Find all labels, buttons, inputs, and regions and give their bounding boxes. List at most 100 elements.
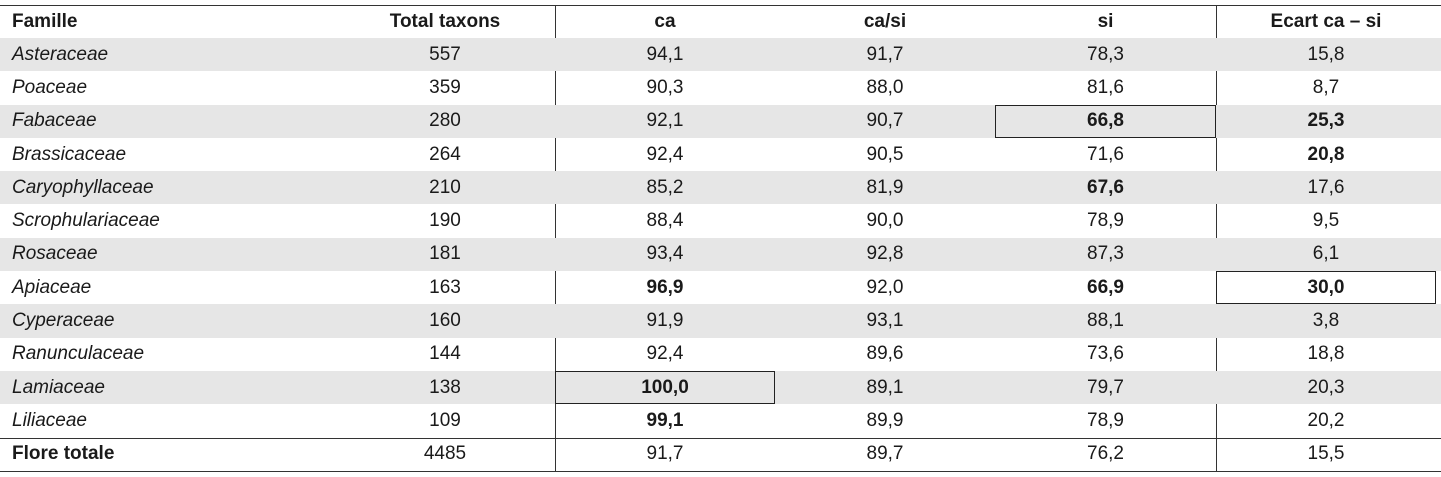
family-cell: Liliaceae [12, 409, 87, 431]
total-taxons-cell: 181 [429, 243, 461, 265]
total-taxons-cell: Total taxons [389, 10, 501, 32]
family-cell: Scrophulariaceae [12, 210, 160, 232]
ca-cell: 91,7 [646, 443, 684, 465]
family-cell: Poaceae [12, 76, 88, 98]
table-row: Liliaceae 109 99,1 89,9 78,9 20,2 [0, 404, 1441, 437]
total-taxons-cell: 359 [429, 76, 461, 98]
ecart-cell: 20,3 [1307, 376, 1345, 398]
ca-si-cell: 92,8 [866, 243, 904, 265]
si-cell: 71,6 [1087, 143, 1124, 165]
ca-si-cell: 90,5 [866, 143, 904, 165]
si-cell: 73,6 [1087, 343, 1124, 365]
ca-cell: ca [654, 10, 676, 32]
ca-si-cell: 90,0 [866, 210, 904, 232]
ca-cell: 92,4 [646, 343, 684, 365]
ecart-cell: 6,1 [1312, 243, 1340, 265]
total-taxons-cell: 264 [429, 143, 461, 165]
family-cell: Famille [12, 10, 78, 32]
bottom-rule [0, 471, 1441, 472]
ca-cell: 93,4 [646, 243, 684, 265]
family-cell: Rosaceae [12, 243, 98, 265]
si-cell: 76,2 [1087, 443, 1124, 465]
table-row: Lamiaceae 138 100,0 89,1 79,7 20,3 [0, 371, 1441, 405]
si-cell: 87,3 [1087, 243, 1124, 265]
total-taxons-cell: 160 [429, 310, 461, 332]
family-cell: Apiaceae [12, 276, 92, 298]
ecart-cell: Ecart ca – si [1270, 10, 1382, 32]
si-cell: si [1097, 10, 1114, 32]
family-cell: Fabaceae [12, 110, 97, 132]
table-row: Poaceae 359 90,3 88,0 81,6 8,7 [0, 71, 1441, 104]
table-row: Brassicaceae 264 92,4 90,5 71,6 20,8 [0, 138, 1441, 171]
ca-si-cell: 91,7 [866, 43, 904, 65]
ca-cell: 99,1 [646, 409, 684, 431]
table-row: Caryophyllaceae 210 85,2 81,9 67,6 17,6 [0, 171, 1441, 205]
ecart-cell: 18,8 [1307, 343, 1345, 365]
table-row: Rosaceae 181 93,4 92,8 87,3 6,1 [0, 237, 1441, 272]
total-taxons-cell: 557 [429, 43, 461, 65]
si-cell: 66,9 [1087, 276, 1124, 298]
family-cell: Cyperaceae [12, 310, 115, 332]
si-cell: 66,8 [995, 104, 1216, 138]
table-row: Fabaceae 280 92,1 90,7 66,8 25,3 [0, 104, 1441, 138]
table-row: Apiaceae 163 96,9 92,0 66,9 30,0 [0, 271, 1441, 305]
si-cell: 79,7 [1087, 376, 1124, 398]
ca-cell: 85,2 [646, 176, 684, 198]
total-taxons-cell: 190 [429, 210, 461, 232]
ecart-cell: 9,5 [1312, 210, 1340, 232]
ecart-cell: 25,3 [1307, 110, 1345, 132]
ca-cell: 96,9 [646, 276, 684, 298]
total-taxons-cell: 4485 [423, 443, 467, 465]
total-rule [0, 438, 1441, 439]
ca-si-cell: 93,1 [866, 310, 904, 332]
si-cell: 78,9 [1087, 210, 1124, 232]
ca-si-cell: 81,9 [866, 176, 904, 198]
ca-cell: 91,9 [646, 310, 684, 332]
si-cell: 78,9 [1087, 409, 1124, 431]
si-cell: 67,6 [1087, 176, 1124, 198]
ca-cell: 92,4 [646, 143, 684, 165]
ca-cell: 100,0 [555, 371, 775, 405]
ca-si-cell: 89,7 [866, 443, 904, 465]
ca-cell: 88,4 [646, 210, 684, 232]
ca-cell: 92,1 [646, 110, 684, 132]
ecart-cell: 3,8 [1312, 310, 1340, 332]
si-cell: 88,1 [1087, 310, 1124, 332]
family-cell: Lamiaceae [12, 376, 105, 398]
family-cell: Flore totale [12, 443, 115, 465]
table-row: Scrophulariaceae 190 88,4 90,0 78,9 9,5 [0, 205, 1441, 238]
ca-si-cell: 88,0 [866, 76, 904, 98]
ca-si-cell: 92,0 [866, 276, 904, 298]
ecart-cell: 30,0 [1216, 271, 1436, 305]
total-taxons-cell: 280 [429, 110, 461, 132]
ca-si-cell: 89,1 [866, 376, 904, 398]
ecart-cell: 20,2 [1307, 409, 1345, 431]
ecart-cell: 8,7 [1312, 76, 1340, 98]
table-row: Asteraceae 557 94,1 91,7 78,3 15,8 [0, 38, 1441, 72]
ecart-cell: 20,8 [1307, 143, 1345, 165]
table-row: Ranunculaceae 144 92,4 89,6 73,6 18,8 [0, 338, 1441, 371]
ca-si-cell: 90,7 [866, 110, 904, 132]
ecart-cell: 15,8 [1307, 43, 1345, 65]
header-row: Famille Total taxons ca ca/si si Ecart ca – s… [0, 5, 1441, 38]
family-cell: Ranunculaceae [12, 343, 145, 365]
table-row: Cyperaceae 160 91,9 93,1 88,1 3,8 [0, 304, 1441, 338]
ecart-cell: 17,6 [1307, 176, 1345, 198]
table-row: Flore totale 4485 91,7 89,7 76,2 15,5 [0, 438, 1441, 471]
total-taxons-cell: 163 [429, 276, 461, 298]
ca-cell: 94,1 [646, 43, 684, 65]
top-rule [0, 5, 1441, 6]
ca-si-cell: ca/si [863, 10, 907, 32]
si-cell: 81,6 [1087, 76, 1124, 98]
total-taxons-cell: 109 [429, 409, 461, 431]
ecart-cell: 15,5 [1307, 443, 1345, 465]
total-taxons-cell: 210 [429, 176, 461, 198]
ca-si-cell: 89,9 [866, 409, 904, 431]
family-cell: Asteraceae [12, 43, 109, 65]
ca-cell: 90,3 [646, 76, 684, 98]
family-cell: Caryophyllaceae [12, 176, 154, 198]
si-cell: 78,3 [1087, 43, 1124, 65]
family-cell: Brassicaceae [12, 143, 127, 165]
total-taxons-cell: 138 [429, 376, 461, 398]
